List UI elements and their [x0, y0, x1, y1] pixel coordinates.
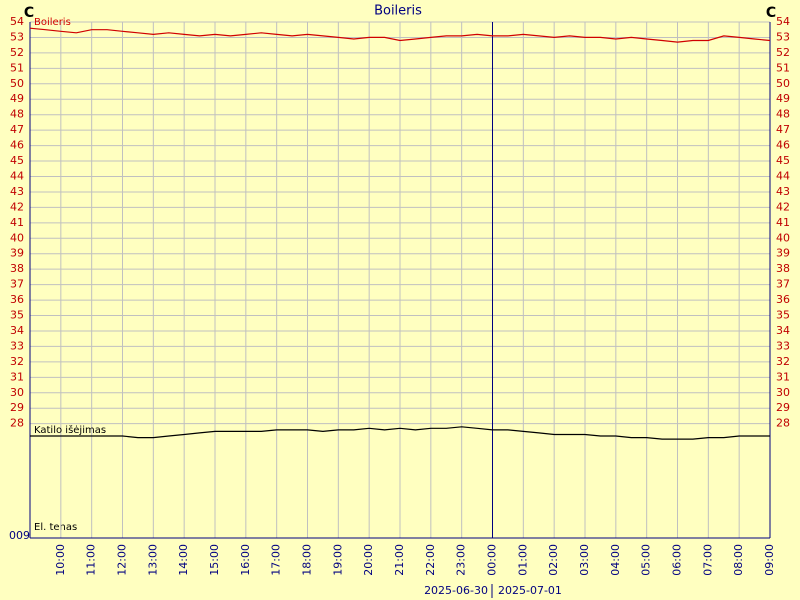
y-tick-label: 41: [10, 216, 24, 229]
y-tick-label: 53: [776, 30, 790, 43]
y-tick-label: 50: [776, 77, 790, 90]
y-tick-label: 40: [776, 231, 790, 244]
x-tick-label: 16:00: [239, 544, 252, 576]
y-tick-label: 47: [10, 123, 24, 136]
x-tick-label: 22:00: [424, 544, 437, 576]
x-tick-label: 07:00: [701, 544, 714, 576]
y-tick-label: 50: [10, 77, 24, 90]
y-tick-label: 38: [776, 262, 790, 275]
x-tick-label: 03:00: [578, 544, 591, 576]
x-tick-label: 05:00: [640, 544, 653, 576]
x-tick-label: 08:00: [732, 544, 745, 576]
x-tick-label: 13:00: [146, 544, 159, 576]
date-label: 2025-07-01: [498, 584, 562, 597]
y-tick-label: 54: [776, 15, 790, 28]
y-tick-label: 44: [10, 169, 24, 182]
y-tick-label: 34: [10, 324, 24, 337]
x-tick-label: 12:00: [116, 544, 129, 576]
x-tick-label: 15:00: [208, 544, 221, 576]
y-tick-label: 39: [776, 247, 790, 260]
y-tick-label: 48: [10, 108, 24, 121]
y-tick-label: 39: [10, 247, 24, 260]
y-tick-label: 44: [776, 169, 790, 182]
x-tick-label: 10:00: [54, 544, 67, 576]
y-tick-label: 31: [776, 370, 790, 383]
y-tick-label: 29: [10, 401, 24, 414]
x-tick-label: 11:00: [85, 544, 98, 576]
annotation: 009: [9, 529, 30, 542]
y-tick-label: 36: [776, 293, 790, 306]
x-tick-label: 19:00: [331, 544, 344, 576]
y-unit-left: C: [24, 5, 34, 21]
y-tick-label: 51: [776, 61, 790, 74]
x-tick-label: 20:00: [362, 544, 375, 576]
x-tick-label: 21:00: [393, 544, 406, 576]
y-tick-label: 42: [10, 200, 24, 213]
y-tick-label: 48: [776, 108, 790, 121]
x-tick-label: 01:00: [516, 544, 529, 576]
x-tick-label: 23:00: [455, 544, 468, 576]
y-tick-label: 41: [776, 216, 790, 229]
y-tick-label: 49: [776, 92, 790, 105]
y-tick-label: 28: [776, 417, 790, 430]
y-tick-label: 29: [776, 401, 790, 414]
chart-title: Boileris: [374, 4, 422, 19]
y-tick-label: 32: [776, 355, 790, 368]
y-tick-label: 30: [776, 386, 790, 399]
x-tick-label: 17:00: [270, 544, 283, 576]
y-tick-label: 35: [10, 309, 24, 322]
x-tick-label: 02:00: [547, 544, 560, 576]
x-tick-label: 09:00: [763, 544, 776, 576]
y-unit-right: C: [766, 5, 776, 21]
y-tick-label: 38: [10, 262, 24, 275]
y-tick-label: 36: [10, 293, 24, 306]
y-tick-label: 43: [10, 185, 24, 198]
x-tick-label: 00:00: [486, 544, 499, 576]
y-tick-label: 32: [10, 355, 24, 368]
y-tick-label: 35: [776, 309, 790, 322]
y-tick-label: 37: [776, 278, 790, 291]
y-tick-label: 46: [10, 139, 24, 152]
y-tick-label: 54: [10, 15, 24, 28]
y-tick-label: 47: [776, 123, 790, 136]
y-tick-label: 28: [10, 417, 24, 430]
y-tick-label: 34: [776, 324, 790, 337]
x-tick-label: 06:00: [671, 544, 684, 576]
y-tick-label: 37: [10, 278, 24, 291]
x-tick-label: 18:00: [301, 544, 314, 576]
series-line: [29, 27, 771, 43]
legend-label: Katilo išėjimas: [34, 424, 106, 436]
date-label: 2025-06-30: [424, 584, 488, 597]
annotation: El. tenas: [34, 522, 77, 533]
y-tick-label: 49: [10, 92, 24, 105]
y-tick-label: 42: [776, 200, 790, 213]
y-tick-label: 46: [776, 139, 790, 152]
y-tick-label: 53: [10, 30, 24, 43]
legend-label: Boileris: [34, 17, 71, 28]
x-tick-label: 04:00: [609, 544, 622, 576]
y-tick-label: 51: [10, 61, 24, 74]
y-tick-label: 45: [10, 154, 24, 167]
y-tick-label: 30: [10, 386, 24, 399]
y-tick-label: 52: [10, 46, 24, 59]
y-tick-label: 45: [776, 154, 790, 167]
y-tick-label: 31: [10, 370, 24, 383]
series-line: [30, 426, 770, 440]
x-tick-label: 14:00: [177, 544, 190, 576]
y-tick-label: 33: [776, 339, 790, 352]
y-tick-label: 33: [10, 339, 24, 352]
y-tick-label: 40: [10, 231, 24, 244]
y-tick-label: 52: [776, 46, 790, 59]
y-tick-label: 43: [776, 185, 790, 198]
